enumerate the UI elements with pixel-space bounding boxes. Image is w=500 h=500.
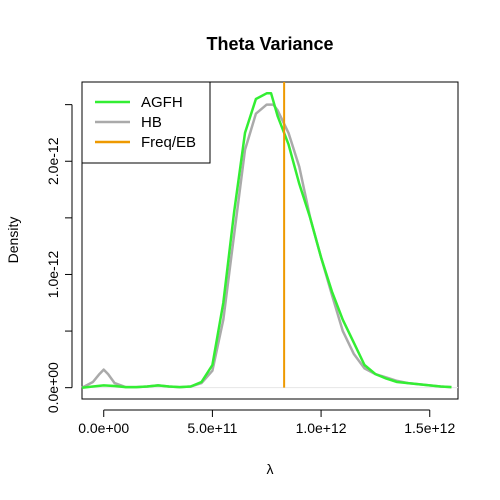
series-layer: [81, 92, 452, 389]
y-tick-label: 2.0e-12: [45, 137, 61, 185]
legend: AGFH HB Freq/EB: [81, 81, 211, 164]
x-tick-label: 1.0e+12: [296, 420, 347, 436]
legend-label: AGFH: [141, 94, 183, 111]
x-tick-label: 0.0e+00: [78, 420, 129, 436]
legend-label: HB: [141, 114, 162, 131]
x-tick-label: 5.0e+11: [187, 420, 237, 436]
x-axis: 0.0e+00 5.0e+11 1.0e+12 1.5e+12: [78, 409, 455, 436]
series-line-agfh: [81, 92, 452, 389]
x-axis-label: λ: [267, 461, 274, 477]
chart-title: Theta Variance: [206, 34, 333, 54]
x-tick-label: 1.5e+12: [404, 420, 455, 436]
legend-label: Freq/EB: [141, 134, 196, 151]
y-axis: 0.0e+00 1.0e-12 2.0e-12: [45, 104, 73, 413]
y-tick-label: 1.0e-12: [45, 251, 61, 299]
plot-frame: [81, 81, 459, 400]
y-tick-label: 0.0e+00: [45, 362, 61, 413]
y-axis-label: Density: [5, 217, 21, 264]
